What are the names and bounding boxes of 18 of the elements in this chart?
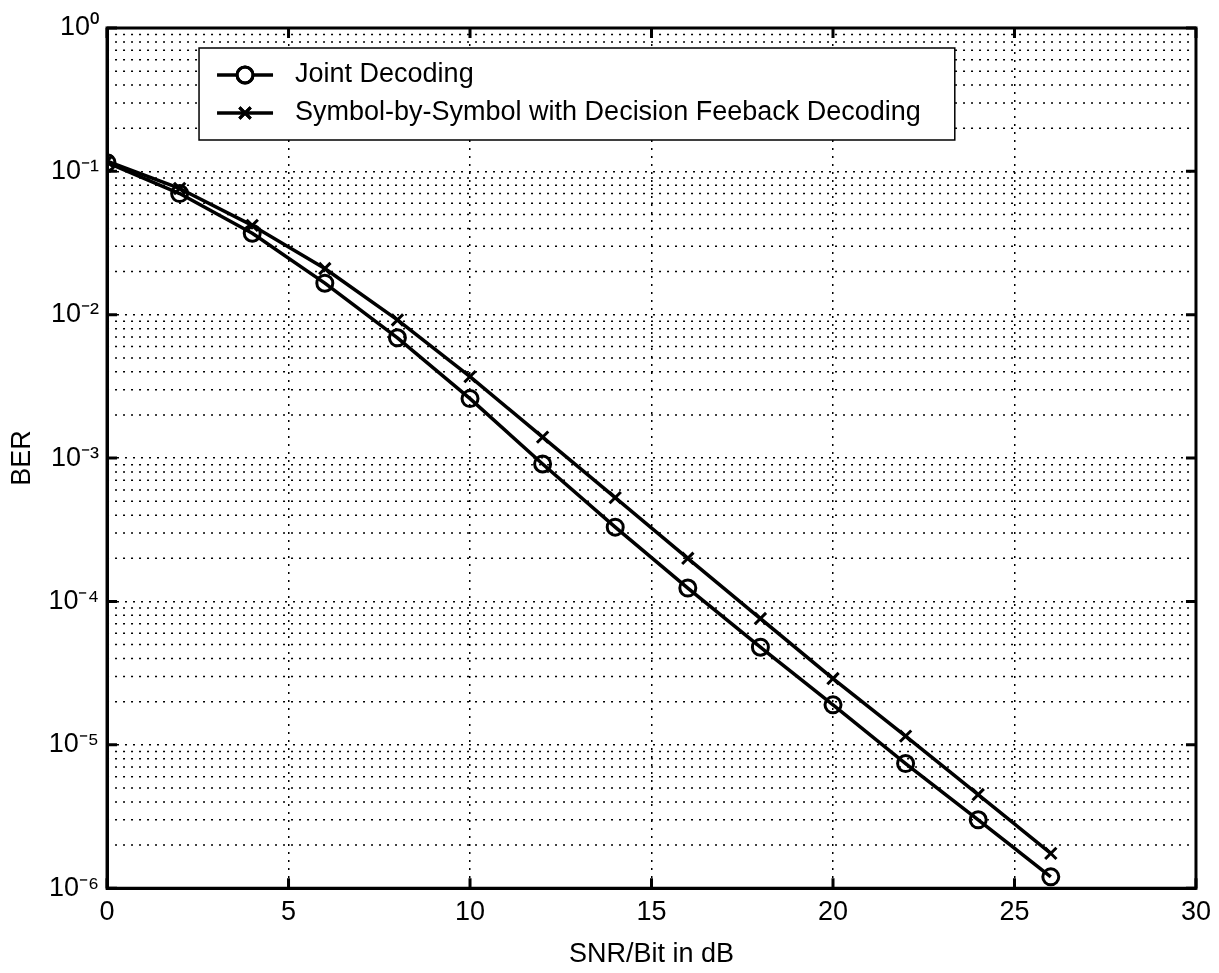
- y-tick-label: 10⁻⁵: [48, 728, 100, 759]
- legend-label: Joint Decoding: [295, 58, 474, 89]
- x-tick-label: 10: [454, 895, 486, 926]
- x-tick-label: 5: [281, 895, 297, 926]
- y-tick-label: 10⁻⁶: [48, 871, 100, 902]
- x-tick-label: 20: [817, 895, 849, 926]
- x-tick-label: 0: [99, 895, 115, 926]
- y-tick-label: 10⁻¹: [51, 154, 100, 185]
- x-axis-title: SNR/Bit in dB: [568, 938, 735, 969]
- x-tick-label: 15: [636, 895, 667, 926]
- y-tick-label: 10⁰: [59, 11, 100, 42]
- y-tick-label: 10⁻⁴: [48, 584, 100, 615]
- y-tick-label: 10⁻³: [51, 441, 100, 472]
- x-tick-label: 25: [999, 895, 1030, 926]
- legend-label: Symbol-by-Symbol with Decision Feeback Decoding: [295, 96, 921, 127]
- y-axis-title: BER: [5, 430, 36, 486]
- x-tick-label: 30: [1180, 895, 1212, 926]
- y-tick-label: 10⁻²: [51, 298, 100, 329]
